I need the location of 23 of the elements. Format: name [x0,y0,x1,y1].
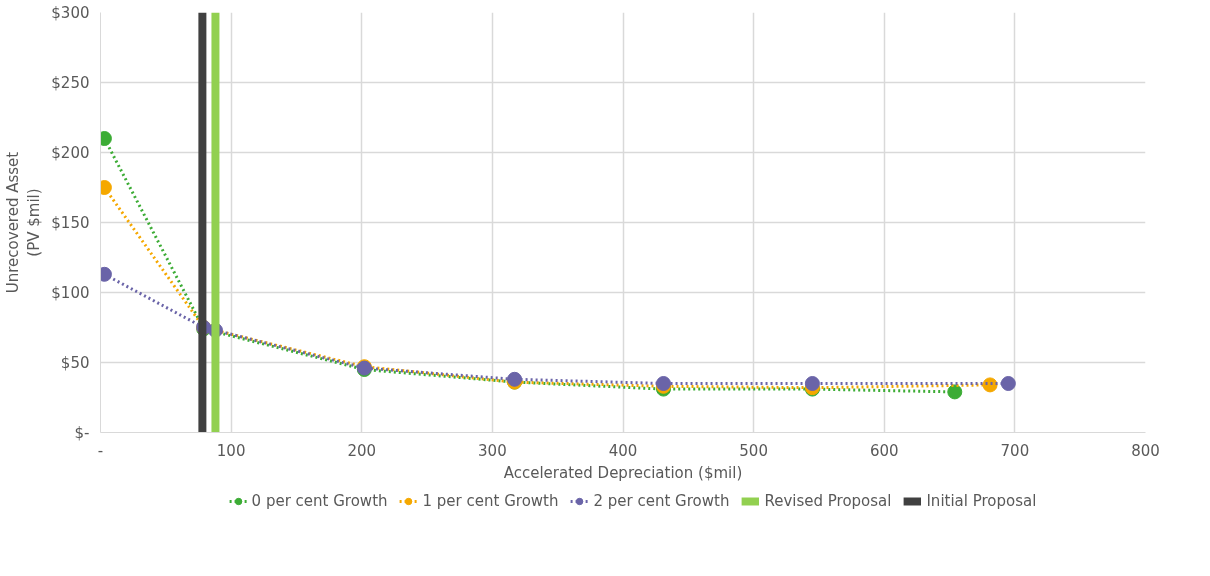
legend-label: Initial Proposal [926,492,1037,510]
x-tick-label: - [97,441,104,460]
x-tick-label: 700 [1000,441,1030,460]
x-tick-label: 400 [608,441,638,460]
legend-label: 2 per cent Growth [593,492,730,510]
y-tick-label: $250 [51,73,90,92]
x-tick-label: 600 [869,441,899,460]
legend-label: Revised Proposal [764,492,892,510]
y-tick-label: $50 [60,353,90,372]
x-tick-label: 200 [347,441,377,460]
x-tick-label: 500 [739,441,768,460]
x-tick-label: 800 [1131,441,1160,460]
x-tick-label: 100 [216,441,246,460]
y-tick-label: $150 [51,213,90,232]
legend-label: 1 per cent Growth [422,492,559,510]
y-tick-label: $100 [51,283,90,302]
y-axis-title: Unrecovered Asset (PV $mil) [3,151,44,294]
x-axis-title: Accelerated Depreciation ($mil) [503,463,743,482]
y-tick-label: $- [74,423,90,442]
x-tick-label: 300 [478,441,507,460]
y-tick-label: $300 [51,3,90,22]
legend-label: 0 per cent Growth [251,492,388,510]
y-tick-label: $200 [51,143,90,162]
